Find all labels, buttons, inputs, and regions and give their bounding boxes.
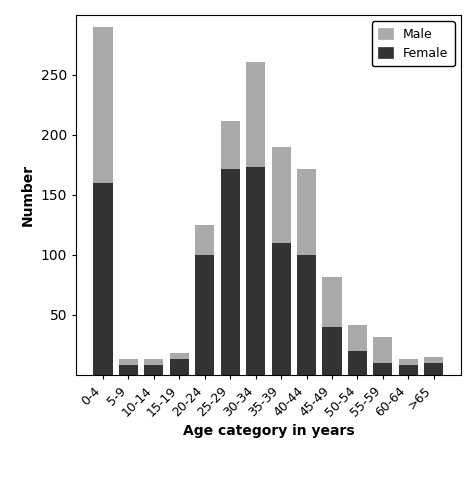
Y-axis label: Number: Number [21,164,35,226]
Legend: Male, Female: Male, Female [371,21,455,66]
Bar [373,336,392,363]
Bar [399,366,418,375]
Bar [119,360,138,366]
Bar [297,255,316,375]
Bar [170,360,189,375]
Bar [195,255,214,375]
Bar [94,27,113,183]
Bar [323,276,342,327]
Bar [297,168,316,255]
Bar [424,363,443,375]
X-axis label: Age category in years: Age category in years [182,424,354,438]
Bar [373,363,392,375]
Bar [348,324,367,351]
Bar [94,183,113,375]
Bar [424,357,443,363]
Bar [246,62,265,168]
Bar [144,360,163,366]
Bar [221,168,240,375]
Bar [246,168,265,375]
Bar [170,354,189,360]
Bar [272,243,291,375]
Bar [399,360,418,366]
Bar [272,147,291,243]
Bar [119,366,138,375]
Bar [221,120,240,168]
Bar [195,225,214,255]
Bar [348,351,367,375]
Bar [144,366,163,375]
Bar [323,327,342,375]
